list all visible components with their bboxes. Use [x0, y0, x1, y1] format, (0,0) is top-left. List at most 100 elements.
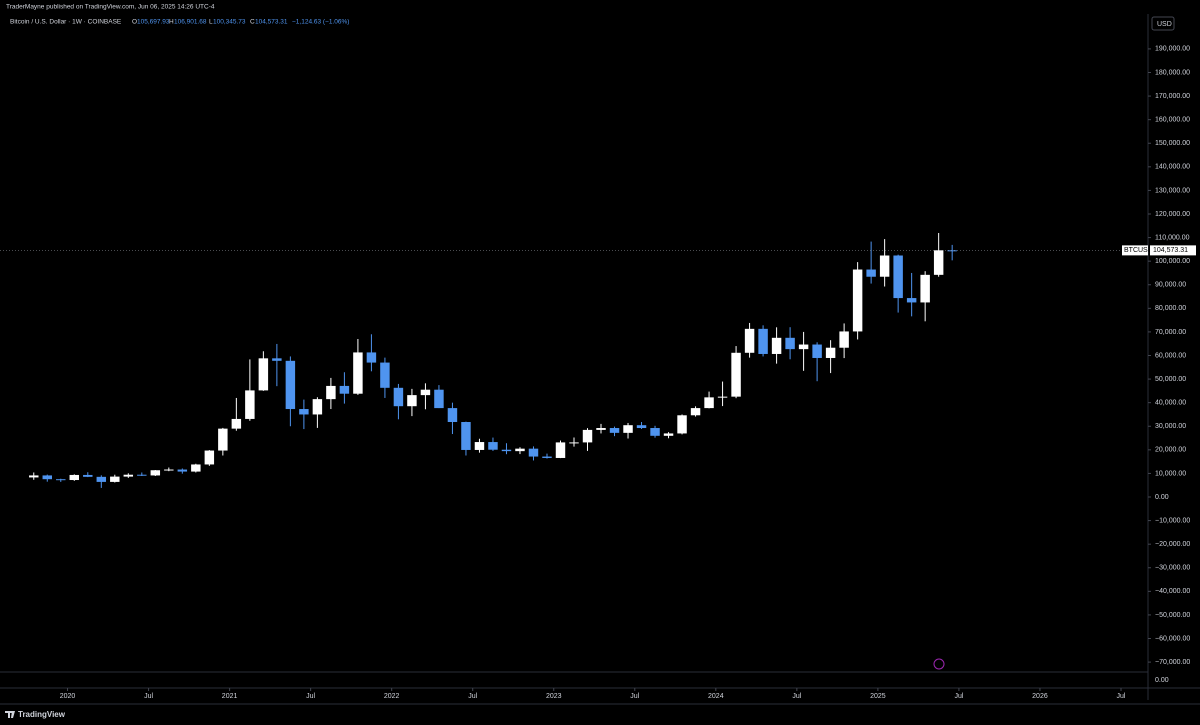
x-tick-label: 2025: [870, 693, 886, 700]
y-tick-label: −70,000.00: [1155, 659, 1190, 666]
candle-body: [893, 255, 903, 299]
legend-open-label: O: [132, 19, 137, 26]
y-tick-label: 110,000.00: [1155, 234, 1190, 241]
y-tick-label: 80,000.00: [1155, 305, 1186, 312]
y-tick-label: −20,000.00: [1155, 541, 1190, 548]
x-tick-label: 2020: [60, 693, 76, 700]
x-tick-label: Jul: [1117, 693, 1126, 700]
y-tick-label: 160,000.00: [1155, 117, 1190, 124]
x-tick-label: 2026: [1032, 693, 1048, 700]
candle-body: [744, 328, 755, 353]
candle-body: [798, 344, 809, 350]
publisher-header: TraderMayne published on TradingView.com…: [6, 4, 215, 11]
y-tick-label: 40,000.00: [1155, 400, 1186, 407]
candle-body: [650, 428, 660, 436]
candle-body: [569, 442, 579, 444]
y-tick-label: 50,000.00: [1155, 376, 1186, 383]
candle-body: [245, 390, 255, 419]
y-tick-label: 150,000.00: [1155, 140, 1190, 147]
candle-body: [879, 255, 890, 277]
symbol: Bitcoin / U.S. Dollar · 1W · COINBASE: [10, 19, 122, 26]
candle-body: [380, 362, 390, 388]
candle-body: [528, 448, 539, 457]
candle-body: [326, 385, 336, 400]
candle-body: [447, 408, 458, 423]
x-tick-label: Jul: [144, 693, 153, 700]
candle-body: [582, 429, 593, 443]
candle-body: [785, 337, 795, 350]
y-tick-label: 10,000.00: [1155, 470, 1186, 477]
candle-body: [285, 360, 296, 410]
candle-body: [353, 352, 363, 394]
candle-body: [96, 476, 107, 482]
y-tick-label: 140,000.00: [1155, 164, 1190, 171]
candle-body: [29, 475, 39, 478]
last-price-name-box: [1122, 245, 1148, 256]
x-tick-label: Jul: [630, 693, 639, 700]
y-tick-label: 30,000.00: [1155, 423, 1186, 430]
candle-body: [623, 425, 633, 433]
candle-body: [461, 422, 471, 450]
y-tick-label: −50,000.00: [1155, 612, 1190, 619]
candle-body: [771, 337, 782, 354]
x-tick-label: Jul: [306, 693, 315, 700]
y-tick-label: 100,000.00: [1155, 258, 1190, 265]
candle-body: [825, 347, 836, 358]
candle-body: [191, 464, 201, 472]
candle-body: [731, 352, 741, 397]
last-price-label: 104,573.31: [1153, 247, 1188, 254]
y-tick-label: −30,000.00: [1155, 565, 1190, 572]
candle-body: [677, 415, 687, 434]
candle-body: [110, 476, 120, 482]
candle-body: [515, 448, 525, 452]
currency-box[interactable]: [1151, 16, 1175, 31]
x-tick-label: Jul: [792, 693, 801, 700]
lower-pane-tick-label: 0.00: [1155, 677, 1169, 684]
y-tick-label: 90,000.00: [1155, 282, 1186, 289]
y-tick-label: 120,000.00: [1155, 211, 1190, 218]
candle-body: [218, 428, 228, 451]
candle-body: [339, 385, 350, 394]
candle-body: [488, 442, 498, 450]
candle-body: [474, 442, 485, 450]
candle-body: [704, 397, 714, 409]
candle-body: [866, 269, 876, 277]
candle-body: [204, 450, 215, 465]
candle-body: [663, 433, 674, 436]
brand: TradingView: [18, 710, 66, 719]
last-price-name: BTCUSD: [1124, 247, 1153, 254]
candle-body: [420, 389, 431, 396]
y-tick-label: 190,000.00: [1155, 46, 1190, 53]
candle-body: [542, 456, 552, 458]
legend-close-label: C: [250, 19, 255, 26]
candle-body: [758, 328, 768, 354]
legend-high-label: H: [169, 19, 174, 26]
candle-body: [177, 469, 188, 472]
candle-body: [501, 449, 512, 452]
candle-body: [636, 425, 647, 429]
candle-body: [839, 331, 849, 348]
candle-body: [933, 250, 944, 275]
candle-body: [947, 250, 957, 252]
candle-body: [258, 358, 269, 391]
last-price-box: [1150, 245, 1196, 256]
y-tick-label: 130,000.00: [1155, 187, 1190, 194]
candle-body: [434, 389, 444, 409]
legend-high: 106,901.68: [174, 19, 207, 26]
candle-body: [56, 479, 66, 481]
candle-body: [609, 428, 620, 433]
x-tick-label: 2021: [222, 693, 238, 700]
candle-body: [231, 418, 242, 429]
candle-body: [906, 298, 917, 303]
ideas-icon[interactable]: [933, 658, 945, 670]
candle-body: [164, 469, 174, 471]
candle-body: [42, 475, 52, 480]
brand-logo: [5, 711, 15, 718]
candle-body: [852, 269, 863, 332]
candle-body: [83, 474, 93, 477]
candle-body: [393, 387, 404, 407]
currency[interactable]: USD: [1157, 21, 1172, 28]
candle-body: [69, 474, 80, 481]
